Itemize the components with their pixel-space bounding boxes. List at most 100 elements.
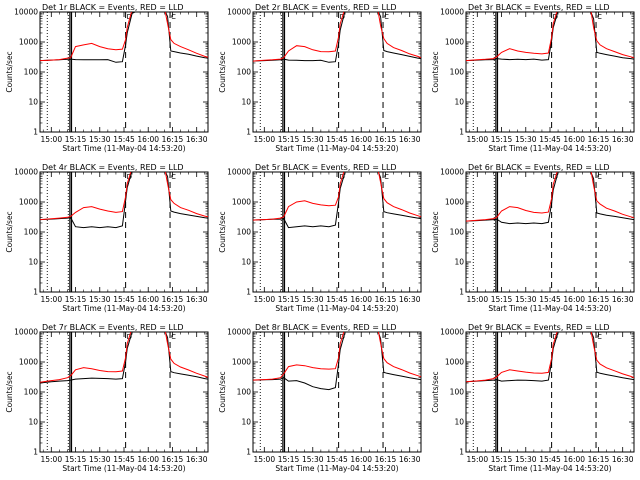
- x-tick-label: 16:00: [563, 295, 585, 304]
- panel-title: Det 5r BLACK = Events, RED = LLD: [255, 163, 397, 172]
- series-lld-red: [40, 172, 208, 221]
- panel-7: 1 10 100 1000 10000 15:00 15:15 15:30 15:45 16:00…: [5, 323, 209, 473]
- panel-title: Det 9r BLACK = Events, RED = LLD: [468, 323, 610, 332]
- marker-label: C: [597, 333, 602, 341]
- y-axis-label: Counts/sec: [5, 211, 14, 252]
- x-tick-label: 16:30: [186, 295, 208, 304]
- series-lld-red: [253, 172, 421, 221]
- panel-4: 1 10 100 1000 10000 15:00 15:15 15:30 15:45 16:00…: [5, 163, 209, 313]
- x-axis-label: Start Time (11-May-04 14:53:20): [488, 144, 611, 153]
- y-axis-label: Counts/sec: [431, 371, 440, 412]
- x-tick-label: 15:30: [89, 135, 111, 144]
- y-tick-label: 10: [454, 98, 464, 107]
- panel-title: Det 6r BLACK = Events, RED = LLD: [468, 163, 610, 172]
- panel-title: Det 7r BLACK = Events, RED = LLD: [42, 323, 184, 332]
- y-tick-label: 10: [454, 418, 464, 427]
- x-tick-label: 15:15: [278, 295, 300, 304]
- y-tick-label: 1: [246, 128, 251, 137]
- y-tick-label: 100: [237, 228, 252, 237]
- y-tick-label: 100: [237, 388, 252, 397]
- y-axis-label: Counts/sec: [218, 51, 227, 92]
- y-tick-label: 100: [24, 228, 39, 237]
- marker-label: C: [384, 13, 389, 21]
- marker-label: C: [597, 13, 602, 21]
- x-tick-label: 16:00: [350, 135, 372, 144]
- x-tick-label: 15:15: [278, 135, 300, 144]
- panel-3: 1 10 100 1000 10000 15:00 15:15 15:30 15:45 16:00…: [431, 3, 635, 153]
- series-lld-red: [466, 12, 634, 62]
- x-tick-label: 15:15: [65, 455, 87, 464]
- y-tick-label: 10000: [14, 328, 38, 337]
- panel-title: Det 8r BLACK = Events, RED = LLD: [255, 323, 397, 332]
- series-lld-red: [253, 12, 421, 62]
- panel-5: 1 10 100 1000 10000 15:00 15:15 15:30 15:45 16:00…: [218, 163, 422, 313]
- series-group: [253, 12, 421, 63]
- x-tick-label: 15:30: [302, 455, 324, 464]
- y-tick-label: 1: [459, 448, 464, 457]
- y-tick-label: 10: [28, 258, 38, 267]
- x-tick-label: 15:00: [466, 455, 488, 464]
- panel-1: 1 10 100 1000 10000 15:00 15:15 15:30 15:45 16:00…: [5, 3, 209, 153]
- plot-frame: [252, 171, 422, 293]
- x-tick-label: 16:15: [588, 135, 610, 144]
- y-tick-label: 10000: [227, 8, 251, 17]
- y-tick-label: 1000: [445, 358, 464, 367]
- y-tick-label: 10000: [227, 168, 251, 177]
- x-tick-label: 15:00: [253, 135, 275, 144]
- x-tick-label: 15:00: [40, 295, 62, 304]
- panel-8: 1 10 100 1000 10000 15:00 15:15 15:30 15:45 16:00…: [218, 323, 422, 473]
- panel-9: 1 10 100 1000 10000 15:00 15:15 15:30 15:45 16:00…: [431, 323, 635, 473]
- panel-title: Det 3r BLACK = Events, RED = LLD: [468, 3, 610, 12]
- plot-frame: [465, 11, 635, 133]
- y-axis-label: Counts/sec: [431, 211, 440, 252]
- x-tick-label: 16:30: [399, 135, 421, 144]
- x-tick-label: 15:15: [491, 455, 513, 464]
- panel-2: 1 10 100 1000 10000 15:00 15:15 15:30 15:45 16:00…: [218, 3, 422, 153]
- x-tick-label: 15:30: [515, 455, 537, 464]
- series-events-black: [253, 12, 421, 63]
- x-axis-label: Start Time (11-May-04 14:53:20): [275, 304, 398, 313]
- y-axis-label: Counts/sec: [5, 371, 14, 412]
- x-tick-label: 16:30: [612, 135, 634, 144]
- y-tick-label: 1: [459, 128, 464, 137]
- x-tick-label: 15:45: [539, 135, 561, 144]
- marker-label: C: [171, 333, 176, 341]
- y-tick-label: 1000: [19, 198, 38, 207]
- x-tick-label: 15:45: [539, 295, 561, 304]
- series-events-black: [40, 12, 208, 63]
- x-tick-label: 16:15: [162, 455, 184, 464]
- x-tick-label: 16:00: [350, 455, 372, 464]
- y-tick-label: 10000: [14, 168, 38, 177]
- series-group: [466, 172, 634, 225]
- x-tick-label: 16:00: [137, 135, 159, 144]
- series-group: [40, 332, 208, 384]
- marker-label: C: [384, 333, 389, 341]
- x-tick-label: 16:15: [588, 455, 610, 464]
- x-tick-label: 15:45: [113, 135, 135, 144]
- y-tick-label: 10: [28, 418, 38, 427]
- series-events-black: [466, 172, 634, 225]
- y-axis-label: Counts/sec: [5, 51, 14, 92]
- y-tick-label: 100: [24, 388, 39, 397]
- x-tick-label: 16:00: [137, 295, 159, 304]
- x-tick-label: 16:30: [612, 295, 634, 304]
- series-events-black: [40, 332, 208, 384]
- y-tick-label: 1000: [232, 358, 251, 367]
- series-group: [253, 332, 421, 391]
- marker-label: C: [171, 13, 176, 21]
- plot-frame: [252, 331, 422, 453]
- x-tick-label: 15:30: [89, 455, 111, 464]
- panel-title: Det 1r BLACK = Events, RED = LLD: [42, 3, 184, 12]
- marker-label: C: [384, 173, 389, 181]
- x-tick-label: 15:30: [89, 295, 111, 304]
- x-tick-label: 15:30: [515, 135, 537, 144]
- y-axis-label: Counts/sec: [218, 211, 227, 252]
- y-tick-label: 1000: [19, 38, 38, 47]
- plot-frame: [39, 11, 209, 133]
- plot-frame: [39, 331, 209, 453]
- x-axis-label: Start Time (11-May-04 14:53:20): [62, 144, 185, 153]
- y-tick-label: 10000: [440, 328, 464, 337]
- y-tick-label: 1000: [232, 198, 251, 207]
- x-tick-label: 16:15: [375, 295, 397, 304]
- x-tick-label: 16:15: [162, 135, 184, 144]
